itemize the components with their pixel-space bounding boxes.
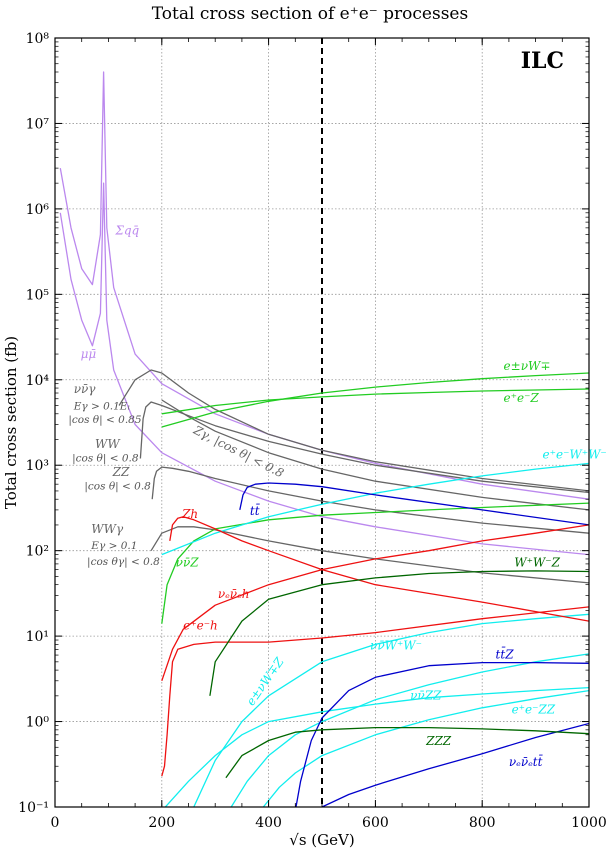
series-line xyxy=(161,388,589,415)
series-line xyxy=(161,372,589,428)
series-label-layer: Σqq̄ μμ̄ νν̄γ Zγ, |cos θ| < 0.8 WW ZZ WWγ tt̄ Zh… xyxy=(74,224,607,770)
y-tick-label: 10⁷ xyxy=(26,116,50,132)
series-line xyxy=(161,502,589,624)
series-line xyxy=(230,653,589,807)
series-line xyxy=(193,613,589,807)
series-line xyxy=(161,462,589,556)
series-label: e⁺e⁻W⁺W⁻ xyxy=(543,447,607,461)
series-line xyxy=(169,516,589,622)
series-label: νₑν̄ₑh xyxy=(218,587,250,601)
x-tick-label: 800 xyxy=(469,815,496,831)
series-line xyxy=(139,401,589,494)
y-tick-label: 10⁸ xyxy=(26,31,50,47)
cut-annotation: |cos θγ| < 0.8 xyxy=(87,556,160,569)
series-line xyxy=(225,726,589,779)
y-tick-label: 10⁰ xyxy=(26,715,50,731)
y-tick-label: 10⁶ xyxy=(26,202,50,218)
series-label: tt̄Z xyxy=(496,646,515,662)
series-label: WW xyxy=(95,437,121,451)
x-tick-label: 200 xyxy=(148,815,175,831)
series-line xyxy=(239,482,589,526)
series-label: νν̄Z xyxy=(176,556,200,570)
series-label: Zh xyxy=(181,507,198,521)
series-line xyxy=(150,526,589,584)
y-tick-label: 10⁻¹ xyxy=(18,800,49,816)
y-tick-label: 10² xyxy=(26,544,49,560)
x-tick-label: 400 xyxy=(255,815,282,831)
chart-title: Total cross section of e⁺e⁻ processes xyxy=(152,4,468,24)
series-label: νₑν̄ₑtt̄ xyxy=(509,754,544,770)
tick-layer: 0 200 400 600 800 1000 10⁻¹ 10⁰ 10¹ 10² 10³ 10⁴ 10⁵ 1… xyxy=(18,31,607,831)
series-label: μμ̄ xyxy=(81,347,97,361)
series-label: νν̄ZZ xyxy=(410,689,442,703)
series-line xyxy=(262,689,589,807)
series-label: ZZ xyxy=(112,465,130,479)
x-tick-label: 1000 xyxy=(571,815,607,831)
y-tick-label: 10⁵ xyxy=(26,287,50,303)
series-label: e⁺e⁻h xyxy=(183,618,218,632)
x-tick-label: 0 xyxy=(51,815,60,831)
series-label: νν̄W⁺W⁻ xyxy=(370,638,422,652)
annotation-layer: Eγ > 0.1Eₗ |cos θ| < 0.85 |cos θ| < 0.8 |co… xyxy=(68,400,160,569)
ilc-label: ILC xyxy=(521,48,564,74)
series-label: e⁺e⁻Z xyxy=(504,391,540,405)
series-line xyxy=(321,722,589,807)
series-label: νν̄γ xyxy=(74,382,97,396)
x-axis-label: √s (GeV) xyxy=(289,831,354,849)
y-tick-label: 10¹ xyxy=(26,629,49,645)
series-label: W⁺W⁻Z xyxy=(514,556,560,570)
series-label: Zγ, |cos θ| < 0.8 xyxy=(191,422,287,480)
series-label: e±νW∓Z xyxy=(244,654,287,708)
series-line xyxy=(118,369,589,492)
cut-annotation: Eγ > 0.1Eₗ xyxy=(73,400,130,412)
series-label: e±νW∓ xyxy=(504,359,551,373)
cut-annotation: Eγ > 0.1 xyxy=(90,540,137,552)
y-tick-label: 10⁴ xyxy=(26,373,50,389)
series-label: Σqq̄ xyxy=(114,224,139,238)
cut-annotation: |cos θ| < 0.85 xyxy=(68,414,141,427)
series-line xyxy=(295,661,589,807)
cut-annotation: |cos θ| < 0.8 xyxy=(72,453,139,466)
series-line xyxy=(161,399,589,511)
series-line xyxy=(161,524,589,682)
series-line xyxy=(164,686,589,807)
series-label: tt̄ xyxy=(250,503,261,519)
series-layer xyxy=(59,38,589,807)
series-label: ZZZ xyxy=(425,734,452,748)
series-line xyxy=(151,466,589,534)
series-line xyxy=(161,606,589,777)
cut-annotation: |cos θ| < 0.8 xyxy=(84,480,151,493)
series-line xyxy=(209,570,589,696)
series-label: WWγ xyxy=(91,522,124,536)
series-line xyxy=(59,71,589,500)
x-tick-label: 600 xyxy=(362,815,389,831)
y-axis-label: Total cross section (fb) xyxy=(2,336,20,509)
y-tick-label: 10³ xyxy=(26,458,49,474)
series-label: e⁺e⁻ZZ xyxy=(512,702,556,716)
